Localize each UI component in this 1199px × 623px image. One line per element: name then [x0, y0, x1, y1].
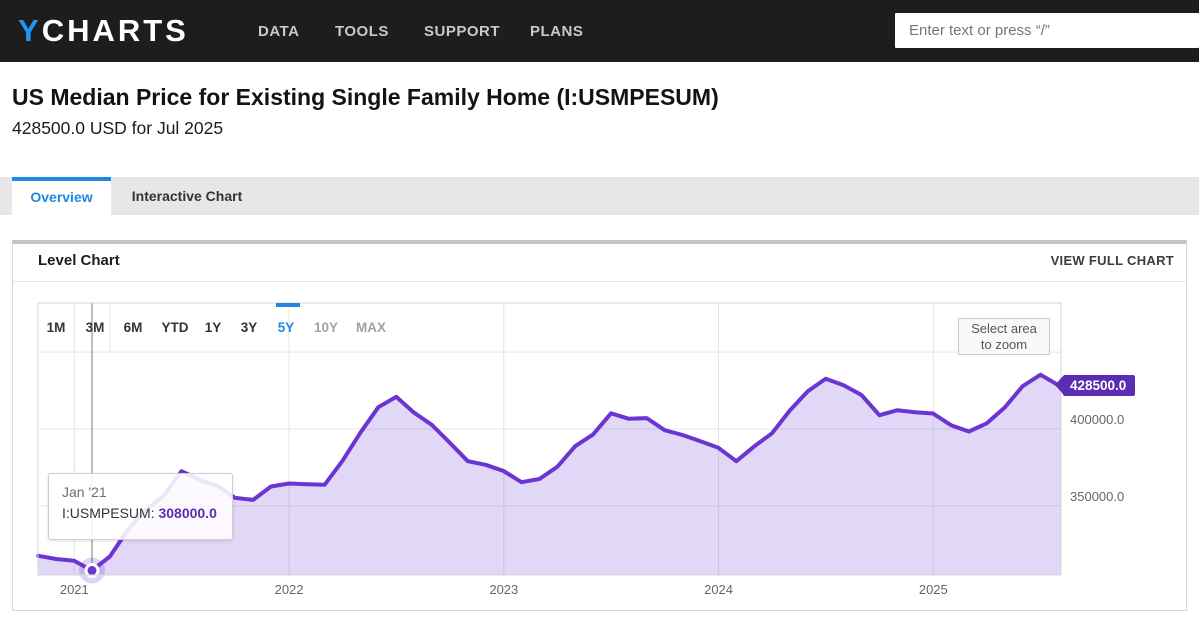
zoom-hint: Select area to zoom — [958, 318, 1050, 355]
nav-item-plans[interactable]: PLANS — [530, 23, 584, 40]
y-axis-label: 350000.0 — [1070, 488, 1125, 504]
range-button-1m[interactable]: 1M — [46, 320, 66, 335]
tooltip-date: Jan '21 — [62, 484, 107, 500]
range-button-6m[interactable]: 6M — [123, 320, 143, 335]
range-button-3y[interactable]: 3Y — [240, 320, 258, 335]
tab-overview[interactable]: Overview — [12, 177, 111, 215]
y-axis-label: 400000.0 — [1070, 412, 1125, 427]
tooltip-value: 308000.0 — [158, 505, 217, 521]
tooltip-series-label: I:USMPESUM: — [62, 505, 155, 521]
x-axis-label: 2021 — [59, 582, 89, 597]
last-price-label: 428500.0 — [1070, 377, 1127, 393]
x-axis-label: 2022 — [274, 582, 304, 597]
level-chart-card — [12, 240, 1187, 611]
tab-interactive-chart[interactable]: Interactive Chart — [131, 188, 243, 204]
range-button-max[interactable]: MAX — [356, 320, 386, 335]
ycharts-logo[interactable]: YCHARTS — [18, 13, 189, 49]
page-subtitle: 428500.0 USD for Jul 2025 — [12, 118, 224, 138]
logo-y: Y — [18, 13, 42, 48]
page-title: US Median Price for Existing Single Fami… — [12, 84, 719, 110]
zoom-hint-line1: Select area — [971, 321, 1037, 336]
nav-item-tools[interactable]: TOOLS — [335, 23, 389, 40]
zoom-hint-line2: to zoom — [980, 337, 1028, 352]
search-input[interactable] — [895, 13, 1199, 48]
nav-item-support[interactable]: SUPPORT — [424, 23, 501, 40]
range-button-1y[interactable]: 1Y — [204, 320, 222, 335]
x-axis-label: 2025 — [918, 582, 948, 597]
chart-tooltip: Jan '21 I:USMPESUM: 308000.0 — [48, 473, 233, 540]
nav-item-data[interactable]: DATA — [258, 23, 300, 40]
last-price-badge: 428500.0 — [1063, 374, 1136, 396]
tab-bar: Overview Interactive Chart — [0, 177, 1199, 215]
x-axis-label: 2023 — [489, 582, 519, 597]
range-button-10y[interactable]: 10Y — [313, 320, 339, 335]
range-button-ytd[interactable]: YTD — [161, 320, 189, 335]
range-button-5y[interactable]: 5Y — [277, 320, 295, 335]
range-button-3m[interactable]: 3M — [85, 320, 105, 335]
top-nav: YCHARTS DATA TOOLS SUPPORT PLANS — [0, 0, 1199, 62]
logo-charts: CHARTS — [41, 13, 189, 48]
view-full-chart-link[interactable]: VIEW FULL CHART — [1050, 253, 1174, 268]
x-axis-label: 2024 — [704, 582, 734, 597]
card-title: Level Chart — [38, 252, 120, 269]
card-header-divider — [13, 281, 1186, 282]
active-range-indicator — [276, 303, 300, 307]
